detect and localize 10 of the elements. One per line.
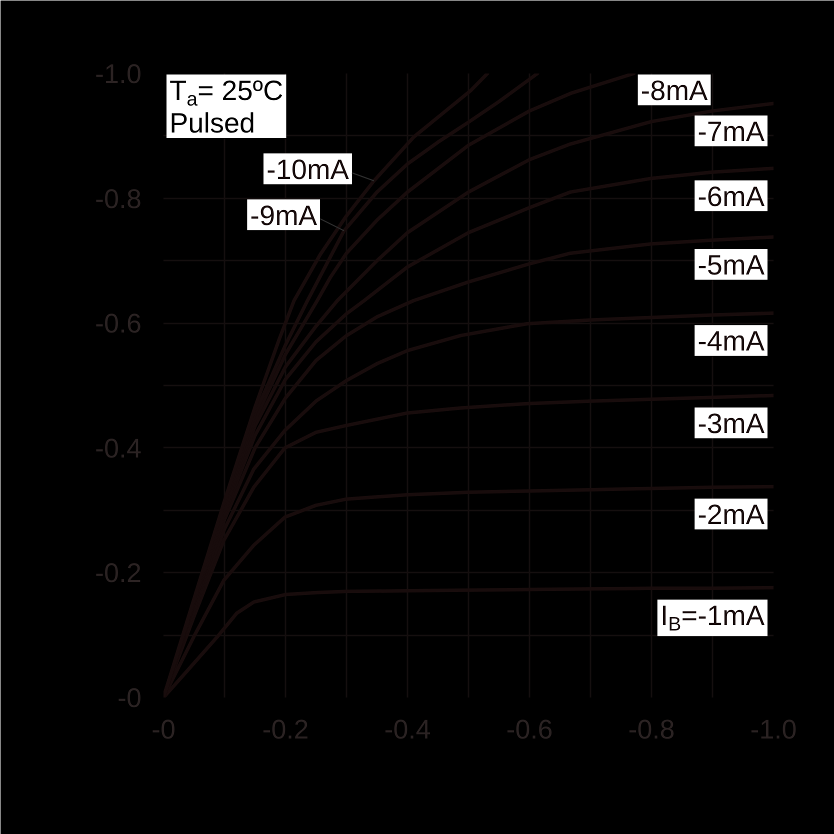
series-label: -4mA xyxy=(698,326,765,357)
series-label: -10mA xyxy=(266,154,350,185)
series-label: -8mA xyxy=(640,74,708,106)
series-label: -6mA xyxy=(698,180,765,212)
series-label: -2mA xyxy=(698,499,765,530)
series-label: -9mA xyxy=(250,200,318,231)
annotation: Pulsed xyxy=(170,108,256,139)
series-label: -5mA xyxy=(698,249,765,280)
series-label: -3mA xyxy=(698,408,765,439)
series-label: -7mA xyxy=(698,116,765,147)
